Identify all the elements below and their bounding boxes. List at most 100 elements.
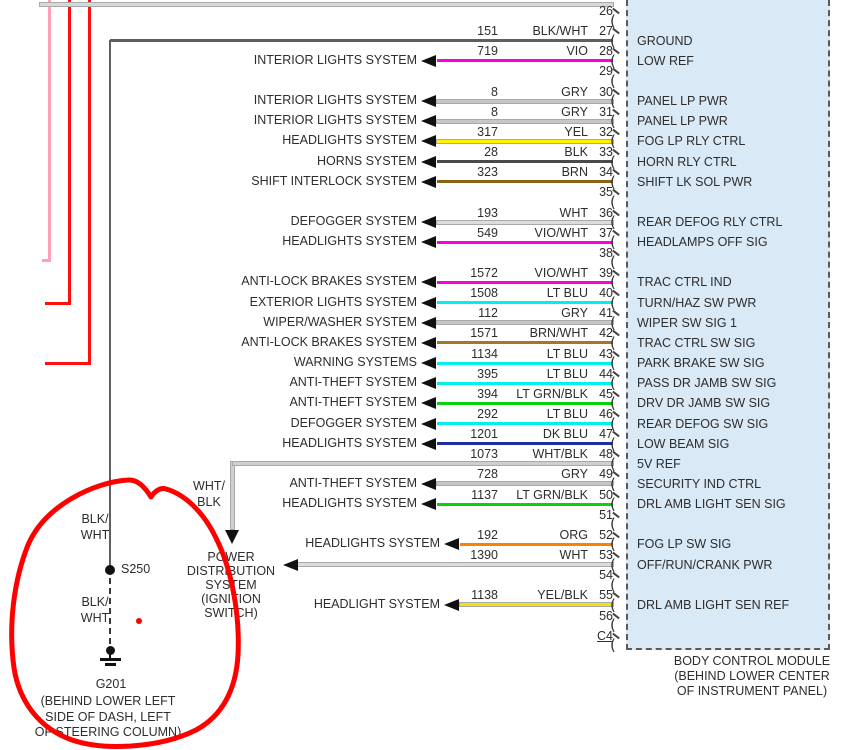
wire-color-code: LT BLU xyxy=(546,366,588,381)
wire-color-code: WHT xyxy=(559,205,588,220)
signal-name: PANEL LP PWR xyxy=(637,114,728,129)
pin-bracket-icon: ( xyxy=(610,374,616,393)
arrow-left-icon xyxy=(421,135,436,148)
arrow-left-icon xyxy=(421,216,436,228)
blk-wht-label-upper: BLK/ xyxy=(81,512,109,526)
pin-bracket-icon: ( xyxy=(610,595,616,614)
stub-wire-red xyxy=(88,0,91,364)
pin-bracket-icon: ( xyxy=(610,11,616,30)
pin-number: 41 xyxy=(599,306,613,321)
signal-name: LOW REF xyxy=(637,53,694,68)
wire xyxy=(437,361,613,365)
pin-number: 44 xyxy=(599,366,613,381)
wire xyxy=(437,502,613,506)
arrow-left-icon xyxy=(421,498,436,511)
wire xyxy=(437,240,613,244)
wire xyxy=(437,321,613,325)
signal-name: LOW BEAM SIG xyxy=(637,436,730,451)
pin-number: 51 xyxy=(599,507,613,522)
pin-bracket-icon: ( xyxy=(610,495,616,514)
wire xyxy=(40,3,613,6)
system-label: EXTERIOR LIGHTS SYSTEM xyxy=(249,294,417,309)
arrow-left-icon xyxy=(421,175,436,188)
pin-number: 54 xyxy=(599,568,613,583)
wire-color-code: WHT xyxy=(559,548,588,563)
pin-bracket-icon: ( xyxy=(610,253,616,272)
arrow-left-icon xyxy=(421,336,436,349)
system-label: INTERIOR LIGHTS SYSTEM xyxy=(253,113,417,128)
power-distribution-label: SYSTEM xyxy=(205,578,257,592)
system-label: DEFOGGER SYSTEM xyxy=(290,415,417,430)
wire xyxy=(437,180,613,184)
pin-number: 36 xyxy=(599,205,613,220)
blk-wht-label-lower: BLK/ xyxy=(81,595,109,609)
wire-color-code: VIO xyxy=(566,44,588,59)
arrow-left-icon xyxy=(421,397,436,410)
pin-number: 38 xyxy=(599,245,613,260)
blk-wht-label-lower: WHT xyxy=(80,611,110,625)
pin-number: 46 xyxy=(599,407,613,421)
signal-name: DRL AMB LIGHT SEN SIG xyxy=(637,497,786,512)
circuit-number: 8 xyxy=(491,104,498,119)
wire-color-code: DK BLU xyxy=(542,427,588,442)
pin-bracket-icon: ( xyxy=(610,172,616,191)
signal-name: SECURITY IND CTRL xyxy=(637,476,762,491)
wire-color-code: LT BLU xyxy=(546,346,588,361)
pin-number: 56 xyxy=(599,608,613,623)
pin-bracket-icon: ( xyxy=(610,333,616,352)
stub-wire-red xyxy=(68,0,71,304)
wire-color-code: YEL/BLK xyxy=(537,588,588,603)
arrow-left-icon xyxy=(421,276,436,289)
wire xyxy=(437,301,613,305)
wire-color-code: BLK xyxy=(564,145,588,160)
circuit-number: 394 xyxy=(477,386,498,401)
signal-name: OFF/RUN/CRANK PWR xyxy=(637,557,773,572)
circuit-number: 317 xyxy=(477,124,498,139)
system-label: HEADLIGHTS SYSTEM xyxy=(282,435,417,450)
pin-number: C4 xyxy=(597,628,613,643)
pin-bracket-icon: ( xyxy=(610,273,616,292)
ground-symbol-bar xyxy=(105,663,116,666)
pin-number: 52 xyxy=(599,527,613,542)
pin-number: 40 xyxy=(599,286,613,301)
circuit-number: 151 xyxy=(477,24,498,39)
circuit-number: 292 xyxy=(477,407,498,421)
pin-number: 34 xyxy=(599,165,613,180)
arrow-left-icon xyxy=(421,296,436,309)
pin-bracket-icon: ( xyxy=(610,71,616,90)
pin-number: 39 xyxy=(599,265,613,280)
pin-bracket-icon: ( xyxy=(610,575,616,594)
pin-number: 31 xyxy=(599,104,613,119)
pin-number: 49 xyxy=(599,467,613,482)
system-label: HEADLIGHTS SYSTEM xyxy=(282,133,417,148)
wire xyxy=(460,603,613,607)
circuit-number: 28 xyxy=(484,145,498,160)
wire xyxy=(437,482,613,486)
wire xyxy=(437,99,613,103)
bcm-label-line: BODY CONTROL MODULE xyxy=(673,654,831,668)
pin-bracket-icon: ( xyxy=(610,394,616,413)
wire-color-code: BRN/WHT xyxy=(529,326,588,341)
stub-wire-red-foot xyxy=(45,362,91,365)
signal-name: REAR DEFOG RLY CTRL xyxy=(637,215,783,229)
system-label: ANTI-THEFT SYSTEM xyxy=(289,375,417,390)
ground-symbol-bar xyxy=(100,658,121,661)
wire-color-code: YEL xyxy=(564,124,588,139)
wire xyxy=(437,280,613,284)
arrow-left-icon xyxy=(421,236,436,249)
splice-dot xyxy=(105,565,115,575)
system-label: ANTI-THEFT SYSTEM xyxy=(289,395,417,410)
arrow-left-icon xyxy=(444,538,459,551)
pin-bracket-icon: ( xyxy=(610,474,616,493)
wire-color-code: BLK/WHT xyxy=(532,24,588,39)
signal-name: PANEL LP PWR xyxy=(637,94,728,109)
body-control-module-box xyxy=(626,0,830,650)
wire xyxy=(233,462,613,466)
signal-name: REAR DEFOG SW SIG xyxy=(637,416,769,431)
signal-name: PASS DR JAMB SW SIG xyxy=(637,376,777,391)
circuit-number: 395 xyxy=(477,366,498,381)
arrow-left-icon xyxy=(421,95,436,108)
pin-number: 43 xyxy=(599,346,613,361)
system-label: HEADLIGHTS SYSTEM xyxy=(282,496,417,511)
system-label: HORNS SYSTEM xyxy=(316,153,417,168)
